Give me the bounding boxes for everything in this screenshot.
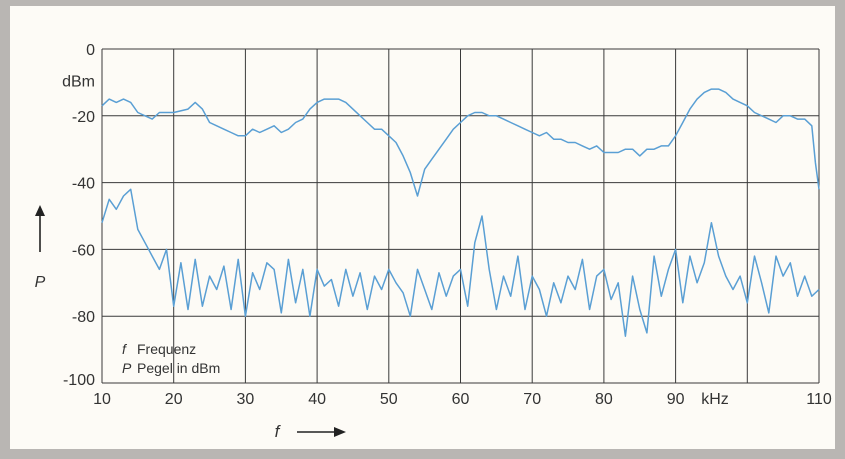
x-axis-label: f — [275, 422, 282, 441]
x-tick-label: 90 — [667, 391, 685, 408]
x-tick-label: 70 — [523, 391, 541, 408]
legend-symbol-f: f — [122, 341, 128, 357]
x-tick-label: 40 — [308, 391, 326, 408]
legend-symbol-p: P — [122, 360, 132, 376]
x-axis-arrowhead-icon — [334, 427, 346, 437]
y-tick-label: -80 — [72, 309, 95, 326]
y-tick-label: -20 — [72, 109, 95, 126]
y-axis-arrowhead-icon — [35, 205, 45, 216]
chart-panel — [10, 6, 835, 449]
y-axis-label: P — [35, 274, 46, 291]
x-tick-label: 60 — [452, 391, 470, 408]
y-axis-label-group: P — [35, 205, 46, 291]
x-axis-label-group: f — [275, 422, 346, 441]
series-lines — [101, 88, 820, 337]
x-axis-ticks: 10 20 30 40 50 60 70 80 90 kHz 110 — [93, 391, 832, 408]
y-tick-label: -60 — [72, 242, 95, 259]
x-tick-label: 110 — [806, 391, 832, 408]
x-tick-label: 80 — [595, 391, 613, 408]
series-line-2 — [101, 188, 820, 337]
y-tick-label: dBm — [62, 74, 95, 91]
x-tick-label: kHz — [701, 391, 729, 408]
x-tick-label: 30 — [237, 391, 255, 408]
series-line-1 — [101, 88, 820, 197]
x-tick-label: 50 — [380, 391, 398, 408]
y-tick-label: -100 — [63, 372, 95, 389]
grid — [101, 48, 820, 384]
y-axis-ticks: 0 dBm -20 -40 -60 -80 -100 — [62, 42, 95, 389]
y-tick-label: 0 — [86, 42, 95, 59]
legend: f Frequenz P Pegel in dBm — [122, 341, 220, 376]
y-tick-label: -40 — [72, 176, 95, 193]
legend-text-frequenz: Frequenz — [137, 341, 196, 357]
x-tick-label: 20 — [165, 391, 183, 408]
x-tick-label: 10 — [93, 391, 111, 408]
legend-text-pegel: Pegel in dBm — [137, 360, 220, 376]
